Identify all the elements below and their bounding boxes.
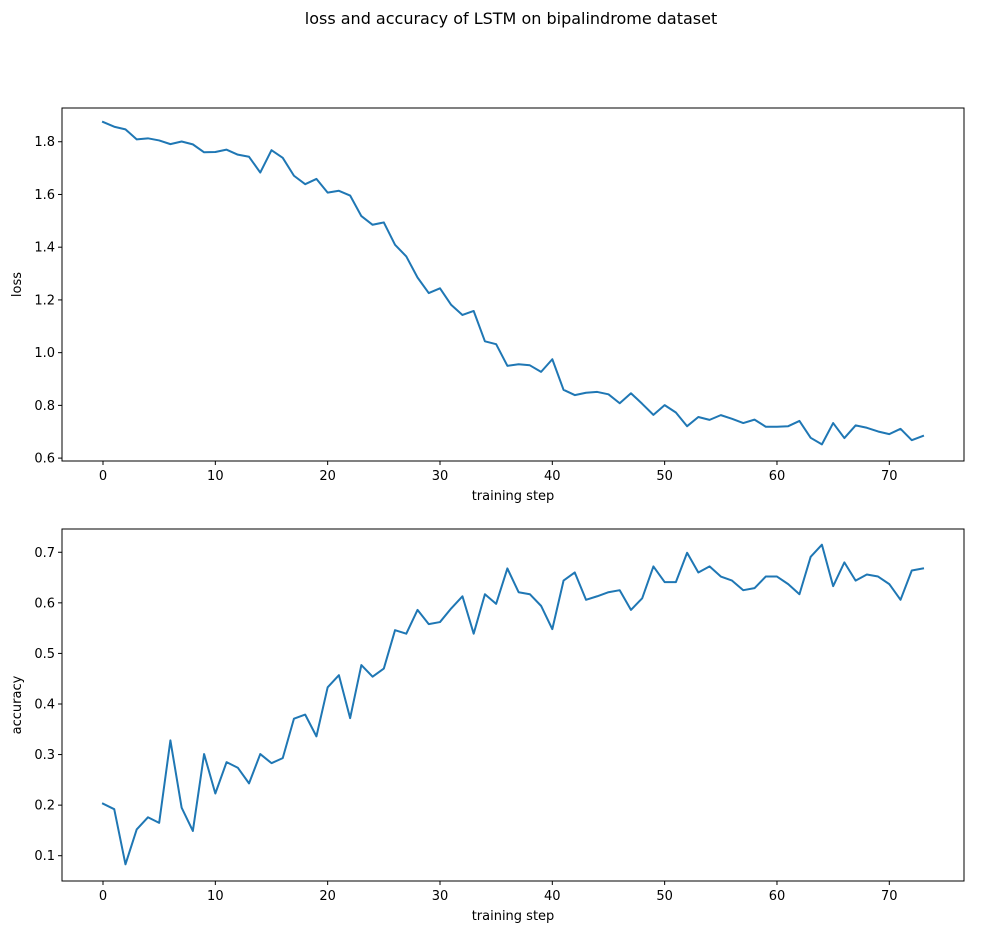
loss-xtick-label: 70 (881, 469, 898, 484)
accuracy-xtick-label: 40 (544, 889, 561, 904)
loss-ytick-label: 0.8 (34, 399, 55, 414)
accuracy-xtick-label: 60 (769, 889, 786, 904)
loss-xtick-label: 40 (544, 469, 561, 484)
loss-ytick-label: 1.6 (34, 188, 55, 203)
accuracy-axes-frame (61, 528, 965, 882)
loss-ytick-label: 0.6 (34, 452, 55, 467)
accuracy-xtick-label: 50 (656, 889, 673, 904)
loss-ytick-label: 1.2 (34, 293, 55, 308)
accuracy-ytick-label: 0.3 (34, 748, 55, 763)
loss-ylabel: loss (10, 272, 25, 297)
accuracy-ytick-label: 0.4 (34, 697, 55, 712)
accuracy-axes: 0 10 20 30 40 50 60 70 0.1 0.2 0.3 0.4 0.5 0.6 0.7 trai… (10, 528, 965, 924)
accuracy-xlabel: training step (472, 909, 555, 924)
accuracy-series-line (101, 543, 925, 866)
figure-suptitle: loss and accuracy of LSTM on bipalindrom… (305, 9, 717, 28)
accuracy-xtick-label: 70 (881, 889, 898, 904)
accuracy-xtick-label: 30 (432, 889, 449, 904)
loss-xtick-label: 30 (432, 469, 449, 484)
accuracy-ytick-label: 0.5 (34, 647, 55, 662)
accuracy-ytick-label: 0.1 (34, 849, 55, 864)
accuracy-ytick-label: 0.7 (34, 546, 55, 561)
accuracy-xtick-label: 10 (207, 889, 224, 904)
loss-xtick-label: 50 (656, 469, 673, 484)
loss-ytick-label: 1.0 (34, 346, 55, 361)
loss-axes-frame (61, 107, 965, 462)
accuracy-xtick-label: 0 (99, 889, 107, 904)
accuracy-ytick-label: 0.6 (34, 596, 55, 611)
loss-xtick-label: 0 (99, 469, 107, 484)
accuracy-xtick-label: 20 (319, 889, 336, 904)
loss-xtick-label: 20 (319, 469, 336, 484)
accuracy-ylabel: accuracy (10, 675, 25, 734)
loss-xtick-label: 60 (769, 469, 786, 484)
loss-xlabel: training step (472, 489, 555, 504)
loss-ytick-label: 1.4 (34, 241, 55, 256)
loss-series-line (101, 120, 925, 446)
loss-ytick-label: 1.8 (34, 135, 55, 150)
accuracy-ytick-label: 0.2 (34, 799, 55, 814)
loss-axes: 0 10 20 30 40 50 60 70 0.6 0.8 1.0 1.2 1.4 1.6 1.8 trai… (10, 107, 965, 504)
loss-xtick-label: 10 (207, 469, 224, 484)
